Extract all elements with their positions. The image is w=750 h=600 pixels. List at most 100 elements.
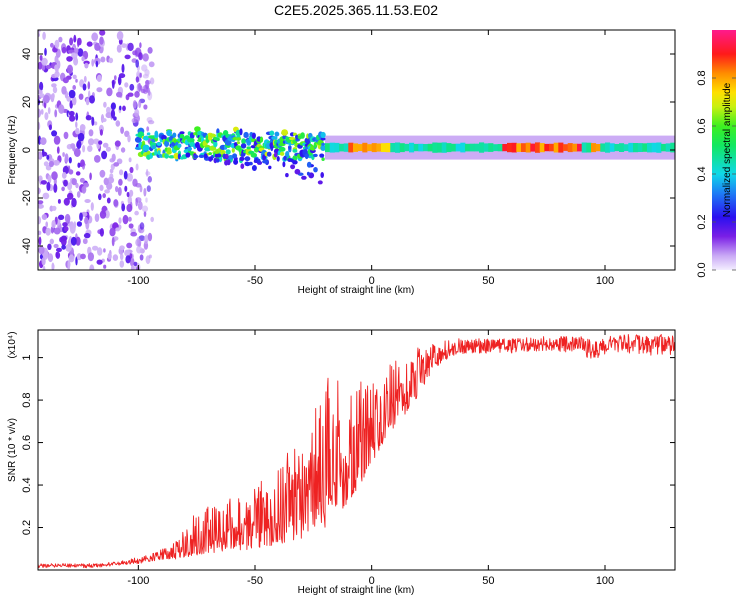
- spectrogram-band-cell: [266, 151, 272, 157]
- spectrogram-band-cell: [168, 155, 176, 159]
- spectrogram-noise-cell: [125, 255, 131, 264]
- spectrogram-noise-cell: [104, 210, 110, 219]
- spectrogram-noise-cell: [136, 266, 140, 270]
- spectrogram-line-cell: [530, 143, 536, 152]
- spectrogram-noise-cell: [128, 223, 134, 229]
- spectrogram-noise-cell: [62, 152, 65, 157]
- spectrogram-noise-cell: [40, 137, 47, 146]
- spectrogram-x-tick-label: -50: [247, 275, 263, 287]
- spectrogram-band-cell: [243, 131, 249, 138]
- spectrogram-line-cell: [325, 143, 331, 153]
- spectrogram-noise-cell: [53, 227, 61, 235]
- spectrogram-noise-cell: [127, 134, 131, 143]
- spectrogram-band-cell: [156, 142, 162, 146]
- spectrogram-line-cell: [413, 143, 419, 152]
- spectrogram-noise-cell: [138, 82, 142, 92]
- spectrogram-noise-cell: [87, 252, 94, 262]
- snr-x-tick-label: 0: [369, 575, 375, 587]
- spectrogram-noise-cell: [75, 112, 79, 121]
- spectrogram-echo-cell: [214, 153, 218, 158]
- spectrogram-noise-cell: [45, 227, 51, 236]
- spectrogram-band-cell: [179, 131, 185, 135]
- spectrogram-band-cell: [292, 132, 297, 136]
- spectrogram-y-tick-label: 0: [21, 147, 33, 153]
- colorbar: 0.0 0.2 0.4 0.6 0.8 Normalized spectral ampl…: [696, 30, 736, 278]
- spectrogram-noise-cell: [70, 143, 76, 149]
- spectrogram-x-axis-label: Height of straight line (km): [298, 285, 415, 296]
- spectrogram-noise-cell: [82, 238, 88, 245]
- spectrogram-noise-cell: [88, 129, 94, 137]
- spectrogram-noise-cell: [102, 193, 106, 199]
- spectrogram-band-cell: [288, 145, 292, 150]
- spectrogram-noise-cell: [41, 57, 48, 66]
- spectrogram-noise-cell: [110, 102, 116, 110]
- spectrogram-noise-cell: [85, 115, 92, 121]
- spectrogram-line-cell: [418, 143, 424, 152]
- spectrogram-echo-cell: [262, 159, 269, 164]
- spectrogram-band-cell: [278, 146, 286, 152]
- spectrogram-noise-cell: [124, 185, 128, 192]
- spectrogram-noise-cell: [75, 171, 81, 176]
- spectrogram-noise-cell: [136, 245, 143, 254]
- spectrogram-noise-cell: [145, 79, 150, 89]
- spectrogram-noise-cell: [139, 42, 142, 49]
- spectrogram-noise-cell: [73, 148, 81, 157]
- spectrogram-line-cell: [637, 143, 643, 152]
- spectrogram-noise-cell: [147, 47, 153, 54]
- spectrogram-echo-cell: [251, 165, 257, 171]
- spectrogram-noise-cell: [92, 245, 99, 251]
- spectrogram-line-cell: [614, 144, 620, 152]
- spectrogram-noise-cell: [127, 42, 134, 52]
- spectrogram-noise-cell: [82, 83, 87, 91]
- spectrogram-band-cell: [225, 149, 231, 155]
- spectrogram-band-cell: [271, 136, 278, 140]
- spectrogram-noise-cell: [129, 189, 134, 197]
- spectrogram-band-cell: [235, 137, 242, 141]
- spectrogram-line-cell: [516, 143, 522, 152]
- spectrogram-noise-cell: [105, 112, 112, 119]
- spectrogram-noise-cell: [38, 61, 43, 70]
- spectrogram-noise-cell: [111, 79, 115, 89]
- spectrogram-band-cell: [209, 133, 216, 138]
- spectrogram-noise-cell: [54, 39, 60, 49]
- spectrogram-line-cell: [558, 142, 564, 153]
- spectrogram-echo-cell: [306, 171, 310, 176]
- spectrogram-noise-cell: [77, 162, 81, 168]
- spectrogram-noise-cell: [82, 145, 86, 153]
- spectrogram-line-cell: [432, 142, 438, 153]
- spectrogram-noise-cell: [70, 236, 77, 246]
- spectrogram-noise-cell: [129, 257, 135, 267]
- spectrogram-noise-cell: [135, 238, 142, 247]
- spectrogram-noise-cell: [129, 166, 134, 174]
- spectrogram-line-cell: [497, 144, 503, 152]
- spectrogram-line-cell: [600, 143, 606, 152]
- spectrogram-line-cell: [609, 143, 615, 152]
- spectrogram-noise-cell: [54, 109, 58, 118]
- spectrogram-line-cell: [334, 142, 340, 153]
- snr-x-axis-label: Height of straight line (km): [298, 585, 415, 596]
- spectrogram-band-cell: [231, 147, 235, 153]
- spectrogram-noise-cell: [99, 184, 104, 191]
- spectrogram-noise-cell: [119, 245, 125, 251]
- spectrogram-noise-cell: [95, 60, 99, 68]
- spectrogram-band-cell: [320, 144, 326, 151]
- spectrogram-noise-cell: [38, 30, 41, 33]
- spectrogram-noise-cell: [39, 54, 43, 61]
- spectrogram-noise-cell: [79, 212, 83, 221]
- snr-x-tick-label: 100: [596, 575, 614, 587]
- spectrogram-noise-cell: [146, 185, 151, 193]
- spectrogram-line-cell: [665, 143, 671, 152]
- spectrogram-line-cell: [511, 142, 517, 153]
- spectrogram-noise-cell: [115, 186, 119, 193]
- spectrogram-echo-cell: [233, 159, 239, 165]
- spectrogram-line-cell: [437, 142, 443, 153]
- snr-x-tick-label: -100: [127, 575, 149, 587]
- spectrogram-noise-cell: [89, 172, 92, 181]
- spectrogram-x-tick-label: -100: [127, 275, 149, 287]
- spectrogram-noise-cell: [109, 227, 116, 237]
- spectrogram-line-cell: [535, 142, 541, 153]
- spectrogram-line-cell: [539, 143, 545, 153]
- spectrogram-noise-cell: [139, 222, 145, 230]
- spectrogram-band-cell: [134, 136, 142, 143]
- snr-y-tick-label: 0.4: [21, 477, 33, 492]
